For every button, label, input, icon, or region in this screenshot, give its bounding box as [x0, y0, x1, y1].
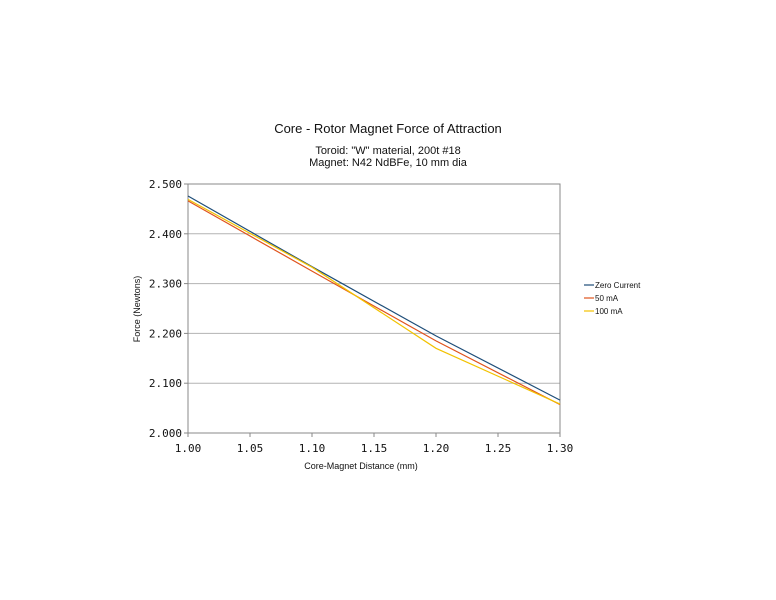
y-axis-label: Force (Newtons): [132, 276, 142, 343]
gridlines: [188, 183, 560, 434]
x-tick-label: 1.20: [423, 442, 450, 455]
legend-label: 50 mA: [595, 294, 619, 303]
legend: Zero Current 50 mA 100 mA: [584, 281, 641, 316]
legend-label: 100 mA: [595, 307, 623, 316]
series-line-50-ma: [187, 200, 561, 406]
legend-label: Zero Current: [595, 281, 641, 290]
chart-subtitle-line-2: Magnet: N42 NdBFe, 10 mm dia: [309, 157, 468, 169]
y-tick-label: 2.200: [149, 327, 182, 340]
chart-title: Core - Rotor Magnet Force of Attraction: [274, 121, 502, 136]
series-line-zero-current: [187, 195, 561, 401]
x-tick-label: 1.15: [361, 442, 388, 455]
plot-area: [187, 183, 561, 434]
x-tick-label: 1.05: [237, 442, 264, 455]
x-tick-label: 1.00: [175, 442, 202, 455]
y-tick-label: 2.300: [149, 278, 182, 291]
y-tick-label: 2.400: [149, 228, 182, 241]
y-tick-label: 2.500: [149, 178, 182, 191]
x-tick-label: 1.25: [485, 442, 512, 455]
x-tick-labels: 1.00 1.05 1.10 1.15 1.20 1.25 1.30: [175, 433, 574, 455]
x-tick-label: 1.30: [547, 442, 574, 455]
series-lines: [187, 195, 561, 406]
y-tick-label: 2.000: [149, 427, 182, 440]
y-tick-labels: 2.500 2.400 2.300 2.200 2.100 2.000: [149, 178, 188, 440]
chart-subtitle-line-1: Toroid: "W" material, 200t #18: [315, 145, 460, 157]
series-line-100-ma: [187, 198, 561, 405]
x-axis-label: Core-Magnet Distance (mm): [304, 461, 418, 471]
x-tick-label: 1.10: [299, 442, 326, 455]
y-tick-label: 2.100: [149, 377, 182, 390]
